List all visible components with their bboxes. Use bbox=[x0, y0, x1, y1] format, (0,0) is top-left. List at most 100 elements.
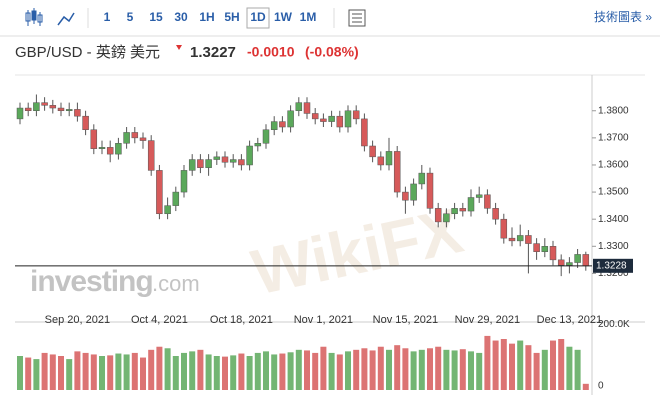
volume-bar bbox=[410, 351, 417, 390]
interval-button[interactable]: 1 bbox=[104, 10, 111, 24]
volume-bar bbox=[582, 383, 589, 390]
candle-body bbox=[574, 254, 581, 263]
candle-body bbox=[410, 183, 417, 201]
candle-body bbox=[279, 121, 286, 128]
last-price-label: 1.3228 bbox=[596, 260, 627, 271]
x-tick-label: Dec 13, 2021 bbox=[537, 314, 602, 326]
volume-bar bbox=[353, 349, 360, 390]
interval-button[interactable]: 30 bbox=[174, 10, 188, 24]
interval-button[interactable]: 1H bbox=[199, 10, 214, 24]
interval-button[interactable]: 5 bbox=[127, 10, 134, 24]
volume-bar bbox=[500, 339, 507, 390]
candle-body bbox=[90, 129, 98, 149]
candle-body bbox=[246, 145, 253, 166]
candle-body bbox=[82, 115, 89, 130]
candle-body bbox=[164, 205, 171, 215]
interval-button[interactable]: 1M bbox=[300, 10, 317, 24]
volume-bar bbox=[320, 346, 327, 390]
candle-body bbox=[106, 147, 114, 155]
candle-body bbox=[311, 113, 319, 120]
candle-body bbox=[197, 159, 204, 168]
volume-bar bbox=[558, 339, 565, 390]
candle-body bbox=[270, 121, 278, 130]
volume-bar bbox=[90, 354, 97, 390]
candle-body bbox=[443, 213, 450, 223]
candle-body bbox=[24, 107, 32, 112]
volume-bar bbox=[287, 352, 294, 390]
interval-button[interactable]: 1D bbox=[250, 10, 266, 24]
interval-button[interactable]: 15 bbox=[149, 10, 163, 24]
candle-body bbox=[525, 235, 532, 244]
down-arrow bbox=[176, 45, 182, 50]
candle-body bbox=[426, 172, 434, 209]
line-icon[interactable] bbox=[57, 12, 75, 26]
candle-body bbox=[254, 143, 262, 147]
candle-body bbox=[49, 105, 57, 109]
change: -0.0010 bbox=[247, 44, 295, 60]
volume-bar bbox=[41, 352, 48, 390]
candle-body bbox=[65, 109, 73, 112]
candle-icon[interactable] bbox=[25, 8, 43, 26]
candle-body bbox=[361, 118, 368, 147]
y-tick-label: 1.3600 bbox=[598, 160, 629, 171]
interval-button[interactable]: 1W bbox=[274, 10, 293, 24]
volume-bar bbox=[525, 345, 532, 390]
x-tick-label: Oct 4, 2021 bbox=[131, 314, 188, 326]
volume-bar bbox=[140, 357, 146, 390]
volume-tick-label: 0 bbox=[598, 381, 604, 392]
x-tick-label: Nov 29, 2021 bbox=[455, 314, 520, 326]
candle-body bbox=[467, 197, 475, 212]
candle-body bbox=[549, 246, 557, 261]
y-tick-label: 1.3400 bbox=[598, 214, 629, 225]
candle-body bbox=[344, 110, 352, 128]
volume-bar bbox=[123, 354, 130, 390]
settings-icon[interactable] bbox=[348, 9, 366, 27]
volume-bar bbox=[492, 340, 499, 390]
volume-bar bbox=[459, 349, 466, 390]
volume-bar bbox=[17, 356, 23, 390]
change-percent: (-0.08%) bbox=[305, 44, 359, 60]
candle-body bbox=[385, 151, 393, 166]
volume-bar bbox=[197, 349, 204, 390]
candle-body bbox=[541, 246, 549, 252]
last-price-box bbox=[593, 258, 633, 273]
volume-bar bbox=[336, 354, 343, 390]
candle-body bbox=[393, 151, 401, 193]
candle-body bbox=[500, 218, 508, 239]
volume-bar bbox=[25, 357, 32, 390]
y-tick-label: 1.3700 bbox=[598, 133, 629, 144]
y-tick-label: 1.3300 bbox=[598, 241, 629, 252]
candle-body bbox=[566, 262, 573, 266]
candle-body bbox=[205, 159, 212, 168]
candle-body bbox=[533, 243, 540, 252]
candle-body bbox=[139, 137, 147, 141]
advanced-chart-link[interactable]: 技術圖表 » bbox=[594, 10, 652, 24]
volume-bar bbox=[402, 348, 409, 390]
volume-bar bbox=[484, 335, 491, 390]
volume-bar bbox=[509, 343, 515, 390]
x-tick-label: Nov 15, 2021 bbox=[373, 314, 438, 326]
watermark-brand: investing bbox=[30, 265, 153, 298]
y-tick-label: 1.3200 bbox=[598, 268, 629, 279]
volume-bar bbox=[377, 346, 384, 390]
candle-body bbox=[41, 102, 48, 106]
candle-body bbox=[16, 107, 24, 120]
volume-bar bbox=[172, 356, 179, 390]
volume-bar bbox=[345, 351, 351, 390]
candle-body bbox=[459, 208, 467, 212]
candle-body bbox=[303, 102, 311, 114]
candle-body bbox=[33, 102, 40, 112]
candle-body bbox=[295, 102, 303, 112]
volume-bar bbox=[254, 352, 261, 390]
volume-bar bbox=[58, 356, 64, 390]
volume-bar bbox=[263, 351, 269, 390]
volume-bar bbox=[304, 350, 310, 390]
volume-bar bbox=[418, 349, 425, 390]
candle-body bbox=[516, 235, 524, 242]
interval-button[interactable]: 5H bbox=[224, 10, 239, 24]
candle-body bbox=[377, 156, 385, 166]
volume-bar bbox=[394, 345, 401, 390]
candle-body bbox=[229, 159, 237, 163]
